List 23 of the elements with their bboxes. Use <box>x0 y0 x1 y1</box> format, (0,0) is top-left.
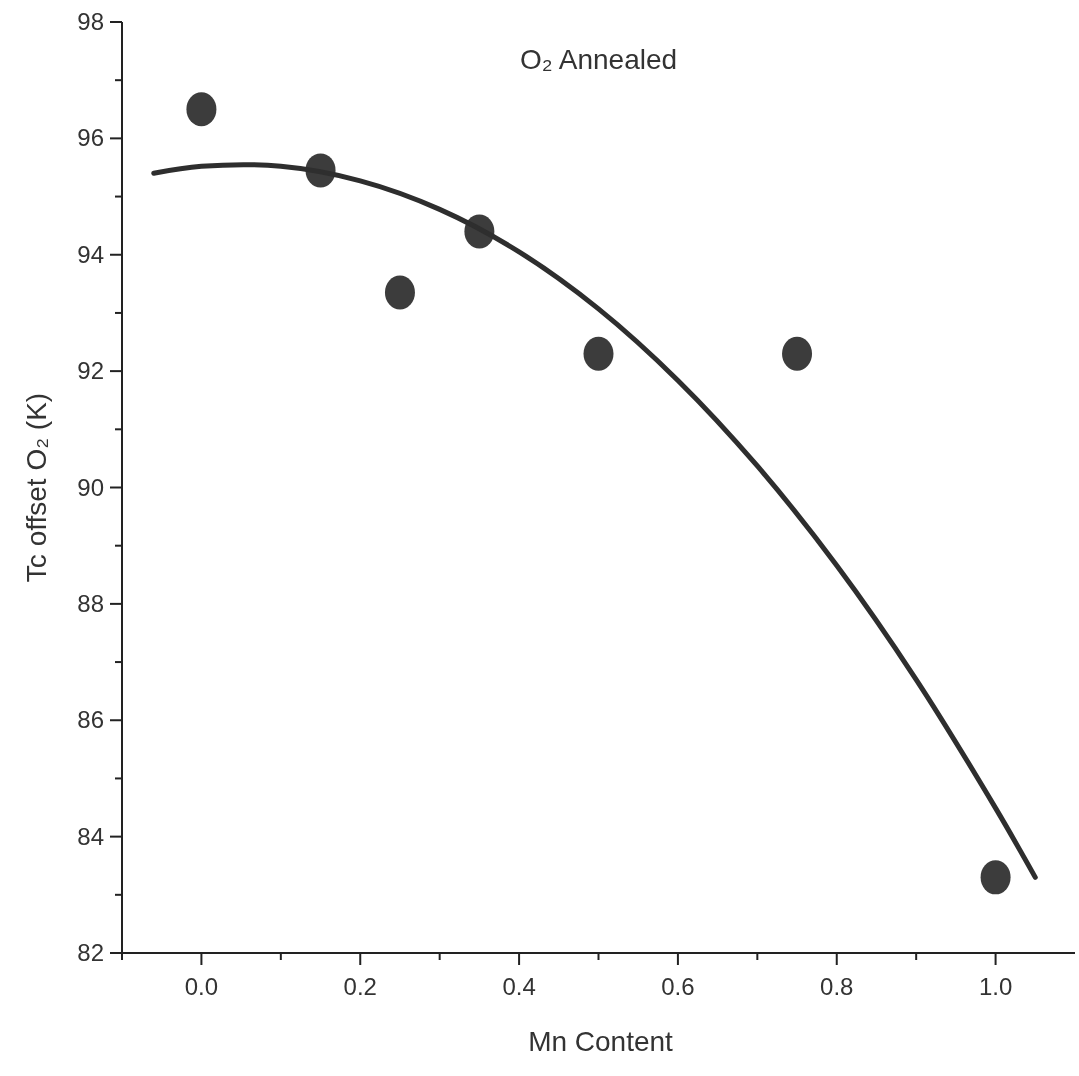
point <box>186 92 217 127</box>
y-tick-label: 82 <box>77 939 104 966</box>
point <box>583 336 614 371</box>
point <box>384 275 415 310</box>
x-tick-label: 0.8 <box>820 973 854 1000</box>
y-tick-label: 90 <box>77 473 104 501</box>
y-tick-label: 98 <box>77 8 104 35</box>
point <box>980 860 1011 895</box>
x-axis-title: Mn Content <box>528 1026 674 1057</box>
y-axis-title: Tc offset O₂ (K) <box>21 392 52 583</box>
y-tick-label: 94 <box>77 240 104 268</box>
annotation: O₂ Annealed <box>519 43 678 75</box>
y-tick-label: 96 <box>77 124 104 152</box>
x-tick-label: 1.0 <box>978 973 1013 1000</box>
y-tick-label: 88 <box>77 589 104 617</box>
x-tick-label: 0.6 <box>661 973 695 1000</box>
point <box>782 336 813 371</box>
y-tick-label: 92 <box>77 357 104 385</box>
y-tick-label: 84 <box>77 822 104 850</box>
x-tick-label: 0.0 <box>184 973 219 1000</box>
y-tick-label: 86 <box>77 706 104 734</box>
x-tick-label: 0.4 <box>502 973 536 1000</box>
x-tick-label: 0.2 <box>343 973 377 1000</box>
